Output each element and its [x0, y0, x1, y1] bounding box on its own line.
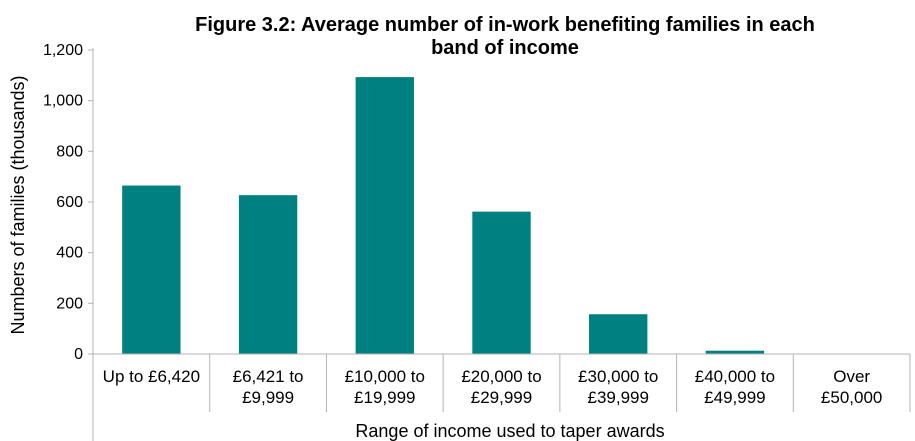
y-tick-label: 0 — [74, 346, 83, 363]
x-tick-label: Up to £6,420 — [103, 367, 200, 386]
x-tick-label: £20,000 to — [461, 367, 541, 386]
x-tick-label: £30,000 to — [578, 367, 658, 386]
chart-title-line-2: band of income — [431, 37, 579, 59]
x-tick-label: £19,999 — [354, 388, 415, 407]
y-tick-label: 800 — [56, 143, 83, 160]
x-tick-label: Over — [833, 367, 870, 386]
bar — [355, 77, 414, 355]
y-tick-label: 1,200 — [43, 42, 83, 59]
bar — [122, 185, 181, 354]
x-tick-label: £10,000 to — [345, 367, 425, 386]
bar — [472, 211, 531, 354]
x-tick-label: £29,999 — [471, 388, 532, 407]
y-tick-label: 600 — [56, 194, 83, 211]
bars-group — [122, 77, 765, 355]
y-axis: 0 200 400 600 800 1,000 1,200 — [43, 42, 94, 363]
bar — [705, 350, 765, 354]
y-axis-title: Numbers of families (thousands) — [8, 75, 28, 334]
bar — [589, 314, 648, 354]
x-tick-label: £50,000 — [821, 388, 882, 407]
bar — [238, 195, 298, 354]
y-tick-label: 1,000 — [43, 93, 83, 110]
x-axis-title: Range of income used to taper awards — [355, 421, 664, 441]
chart-title-line-1: Figure 3.2: Average number of in-work be… — [195, 14, 815, 36]
y-tick-label: 200 — [56, 295, 83, 312]
x-axis: Up to £6,420 £6,421 to £9,999 £10,000 to £19… — [92, 353, 911, 441]
y-tick-label: 400 — [56, 245, 83, 262]
x-tick-label: £9,999 — [242, 388, 294, 407]
x-tick-label: £39,999 — [587, 388, 648, 407]
x-tick-label: £40,000 to — [695, 367, 775, 386]
x-tick-label: £6,421 to — [233, 367, 304, 386]
x-tick-label: £49,999 — [704, 388, 765, 407]
